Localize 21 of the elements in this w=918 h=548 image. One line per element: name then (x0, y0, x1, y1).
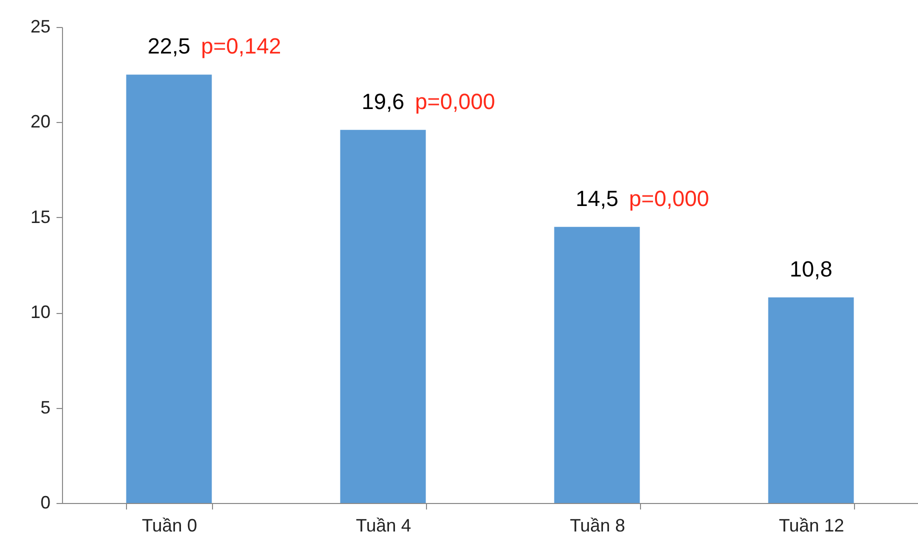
data-label: 19,6 (362, 88, 404, 114)
bar (340, 130, 426, 503)
bar (768, 297, 854, 503)
y-tick-label: 0 (40, 492, 50, 512)
annotation: p=0,000 (415, 88, 496, 114)
annotation: p=0,000 (629, 186, 710, 211)
annotation: p=0,142 (201, 34, 282, 59)
bar (554, 226, 640, 503)
x-tick-label: Tuần 0 (142, 516, 198, 536)
y-tick-label: 20 (30, 112, 50, 132)
data-label: 14,5 (576, 186, 618, 211)
data-label: 10,8 (790, 256, 832, 282)
y-tick-label: 25 (30, 16, 50, 36)
y-tick-label: 5 (40, 397, 50, 418)
x-tick-label: Tuần 4 (356, 516, 412, 536)
y-tick-label: 15 (30, 206, 50, 227)
x-tick-label: Tuần 8 (570, 516, 626, 536)
x-tick-label: Tuần 12 (778, 516, 844, 536)
data-label: 22,5 (148, 34, 190, 59)
bar (126, 74, 212, 503)
y-tick-label: 10 (30, 302, 50, 322)
